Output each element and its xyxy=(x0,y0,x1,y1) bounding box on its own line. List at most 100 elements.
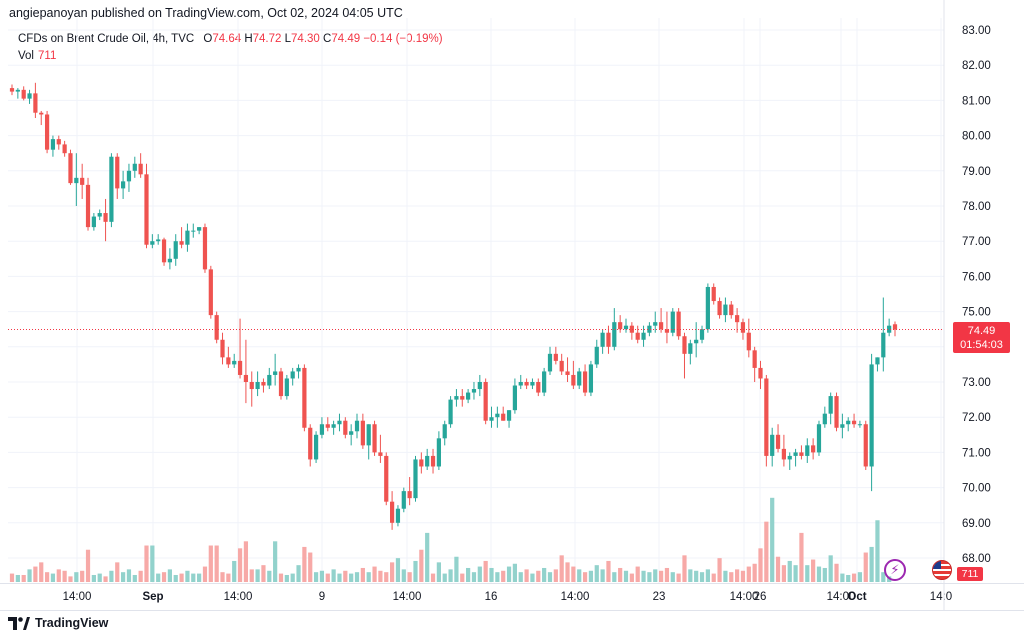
volume-bar xyxy=(588,570,594,582)
volume-bar xyxy=(126,569,132,582)
candle-body xyxy=(325,424,330,428)
volume-bar xyxy=(518,572,523,582)
volume-legend: Vol 711 xyxy=(18,50,56,62)
volume-bar xyxy=(430,573,436,582)
volume-bar xyxy=(664,567,670,582)
candle-body xyxy=(313,434,319,460)
x-tick-label: 14:00 xyxy=(63,591,92,603)
x-tick-label: 14:00 xyxy=(393,591,422,603)
volume-bar xyxy=(33,566,38,582)
volume-bar xyxy=(460,573,465,582)
candle-body xyxy=(658,322,664,330)
volume-bar xyxy=(483,560,488,582)
candle-body xyxy=(126,170,132,182)
lightning-icon[interactable]: ⚡ xyxy=(884,559,906,581)
candle-body xyxy=(512,385,518,411)
candle-body xyxy=(635,332,640,340)
volume-bar xyxy=(290,573,295,582)
candle-body xyxy=(612,322,617,347)
x-tick-label: Oct xyxy=(847,591,866,603)
vol-value: 711 xyxy=(38,50,57,62)
volume-bar xyxy=(255,569,260,582)
volume-bar xyxy=(787,560,792,582)
x-tick-label: 14:0 xyxy=(930,591,952,603)
candle-body xyxy=(840,424,845,428)
vol-label: Vol xyxy=(18,50,34,62)
volume-bar xyxy=(167,569,172,582)
y-tick-label: 82.00 xyxy=(962,60,991,72)
candle-body xyxy=(68,153,73,184)
candle-body xyxy=(781,448,786,460)
candle-body xyxy=(694,339,699,344)
volume-bar xyxy=(869,546,874,582)
candle-body xyxy=(407,491,412,499)
candle-body xyxy=(115,156,120,189)
volume-bar xyxy=(793,565,798,582)
volume-bar xyxy=(752,563,757,582)
candle-body xyxy=(243,374,249,382)
volume-bar xyxy=(109,570,114,582)
volume-bar xyxy=(173,574,178,582)
volume-bar xyxy=(197,573,202,582)
close-label: C xyxy=(323,33,332,45)
candle-body xyxy=(319,424,325,435)
volume-bar xyxy=(68,576,73,582)
volume-bar xyxy=(425,532,430,582)
volume-bar xyxy=(413,560,418,582)
volume-bar xyxy=(641,570,646,582)
volume-bar xyxy=(103,576,108,582)
x-tick-label: 14:00 xyxy=(827,591,856,603)
candle-body xyxy=(290,371,295,379)
candle-body xyxy=(185,230,190,245)
candle-body xyxy=(360,420,365,446)
volume-bar xyxy=(44,572,50,582)
volume-bar xyxy=(623,570,629,582)
candle-body xyxy=(62,144,67,154)
volume-bar xyxy=(378,570,383,582)
volume-bar xyxy=(547,572,553,582)
volume-bar xyxy=(846,574,851,582)
volume-bar xyxy=(775,556,781,582)
volume-bar xyxy=(91,574,96,582)
candle-body xyxy=(167,258,172,263)
volume-bar xyxy=(273,541,278,582)
volume-bar xyxy=(857,572,863,582)
candle-body xyxy=(887,325,892,333)
candle-body xyxy=(588,364,594,393)
candle-body xyxy=(56,139,61,145)
volume-bar xyxy=(758,548,763,582)
volume-bar xyxy=(419,549,424,582)
volume-bar xyxy=(729,572,734,582)
volume-bar xyxy=(156,573,161,582)
us-flag-icon[interactable] xyxy=(932,560,952,580)
volume-bar xyxy=(723,570,728,582)
candle-body xyxy=(881,332,886,358)
volume-bar xyxy=(635,566,640,582)
volume-bar xyxy=(582,572,588,582)
x-tick-label: 23 xyxy=(653,591,666,603)
volume-bar xyxy=(366,572,371,582)
candle-body xyxy=(735,315,740,323)
grid xyxy=(8,18,944,583)
volume-bar xyxy=(97,573,102,582)
volume-bar xyxy=(407,572,412,582)
candle-body xyxy=(419,459,424,467)
volume-bar xyxy=(448,569,453,582)
volume-bar xyxy=(571,566,576,582)
volume-bar xyxy=(851,573,857,582)
y-tick-label: 76.00 xyxy=(962,271,991,283)
candle-body xyxy=(191,230,196,232)
candle-body xyxy=(559,360,564,372)
tradingview-logo[interactable]: TradingView xyxy=(8,616,108,630)
volume-bar xyxy=(9,573,15,582)
volume-bar xyxy=(319,570,325,582)
candle-body xyxy=(670,311,675,333)
candle-body xyxy=(430,455,436,467)
volume-bars xyxy=(9,497,892,582)
volume-bar xyxy=(267,570,272,582)
candle-body xyxy=(688,343,693,354)
candle-body xyxy=(296,367,301,372)
candle-body xyxy=(232,360,237,365)
volume-bar xyxy=(489,567,494,582)
